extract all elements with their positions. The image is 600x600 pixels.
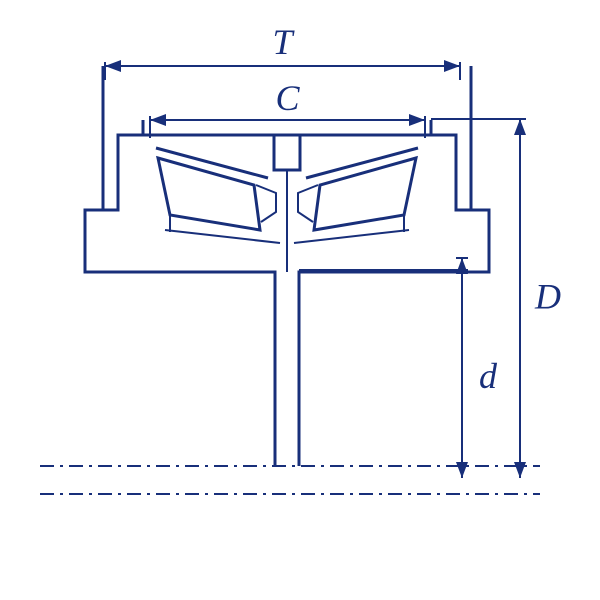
label-T: T	[272, 22, 295, 62]
label-D: D	[534, 277, 561, 317]
bearing-diagram: TC Dd	[0, 0, 600, 600]
label-d: d	[479, 356, 498, 396]
label-C: C	[275, 78, 300, 118]
